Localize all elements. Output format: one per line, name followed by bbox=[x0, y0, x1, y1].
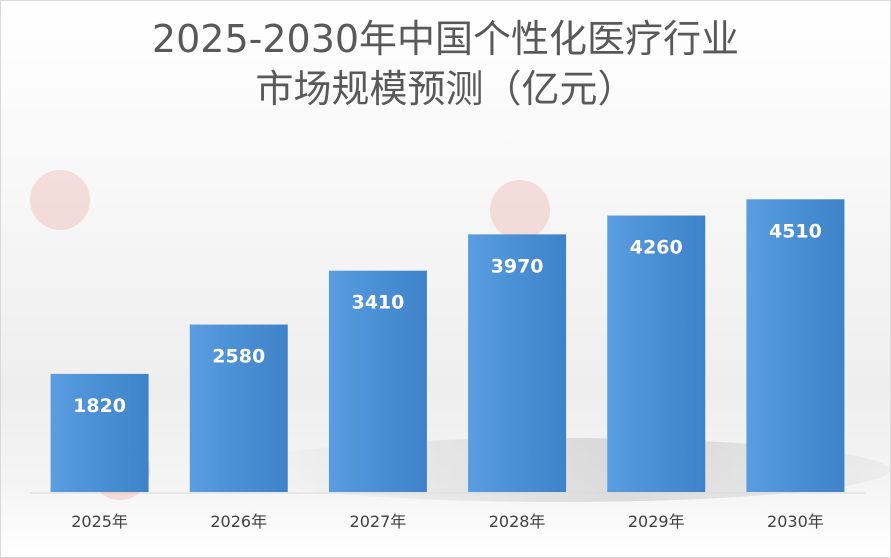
watermark-logo-icon bbox=[30, 170, 90, 230]
bar-2025年 bbox=[50, 373, 149, 492]
chart-title-line-2: 市场规模预测（亿元） bbox=[255, 67, 636, 111]
bar-2026年 bbox=[189, 324, 288, 492]
bar-value-label: 2580 bbox=[212, 346, 265, 368]
bar-2027年 bbox=[328, 270, 427, 492]
x-tick-label: 2028年 bbox=[489, 512, 546, 531]
x-tick-label: 2029年 bbox=[628, 512, 685, 531]
x-tick-label: 2026年 bbox=[210, 512, 267, 531]
x-axis-ticks: 2025年 2026年 2027年 2028年 2029年 2030年 bbox=[71, 512, 824, 531]
watermark-logo-icon bbox=[490, 180, 550, 240]
x-tick-label: 2030年 bbox=[767, 512, 824, 531]
watermark bbox=[490, 180, 550, 240]
x-tick-label: 2025年 bbox=[71, 512, 128, 531]
bar-2029年 bbox=[607, 215, 706, 492]
bar-value-label: 4260 bbox=[630, 237, 683, 259]
chart-title-line-1: 2025-2030年中国个性化医疗行业 bbox=[151, 17, 740, 61]
bar-value-label: 3410 bbox=[351, 292, 404, 314]
bar-series: 1820 2580 3410 3970 4260 4510 bbox=[50, 199, 845, 493]
bar-value-label: 4510 bbox=[769, 220, 822, 242]
bar-2030年 bbox=[746, 199, 845, 492]
x-tick-label: 2027年 bbox=[350, 512, 407, 531]
bar-value-label: 1820 bbox=[73, 395, 126, 417]
watermark bbox=[30, 170, 90, 230]
chart-title: 2025-2030年中国个性化医疗行业 市场规模预测（亿元） bbox=[0, 14, 891, 114]
bar-value-label: 3970 bbox=[491, 255, 544, 277]
bar-2028年 bbox=[468, 234, 567, 493]
